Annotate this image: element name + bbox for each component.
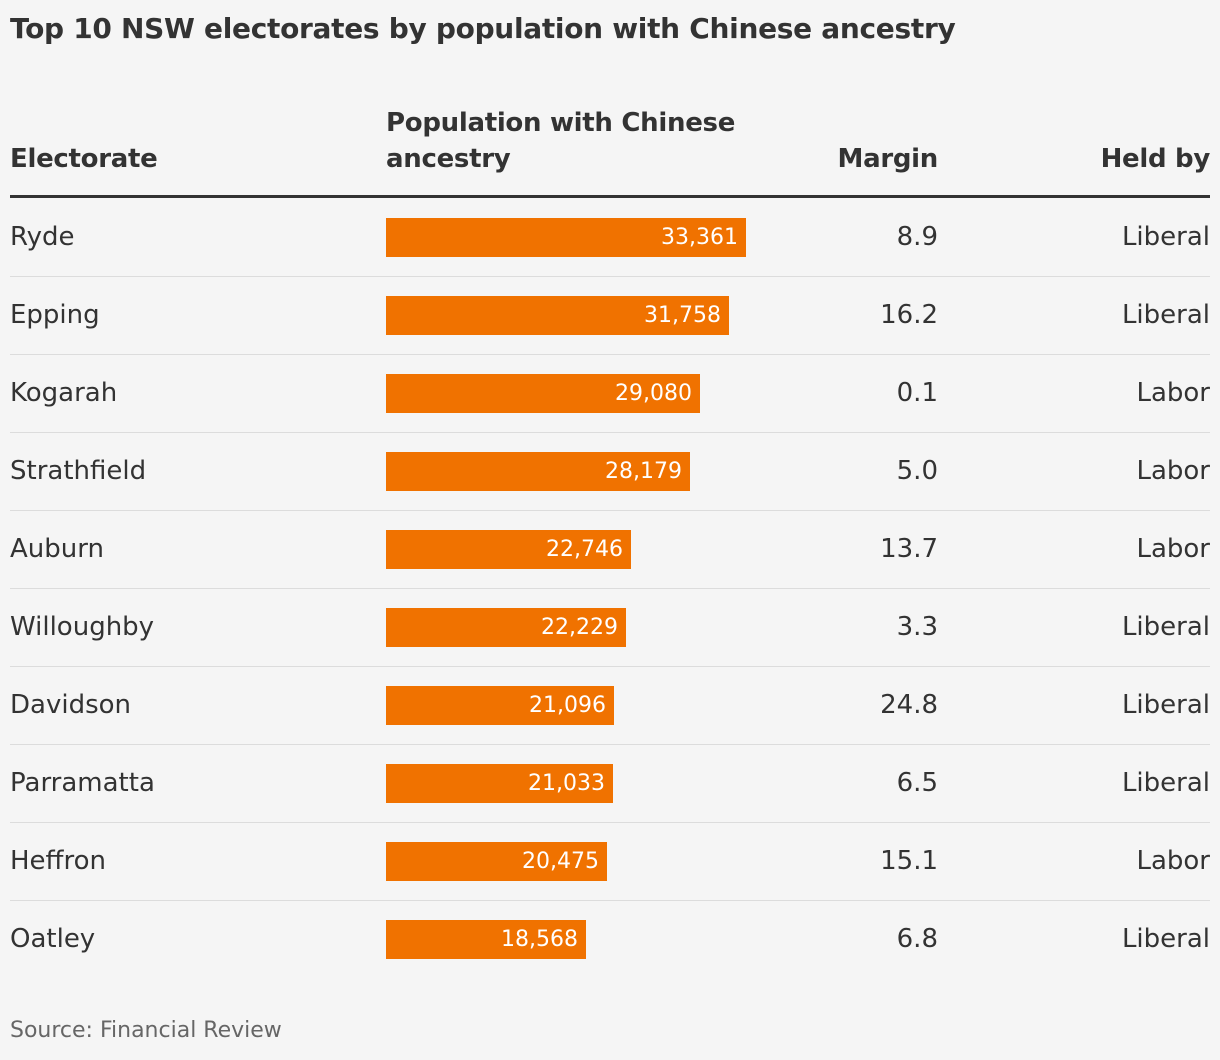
population-value: 21,096: [529, 693, 606, 718]
table-row: Epping 31,758 16.2 Liberal: [10, 277, 1210, 355]
margin-value: 24.8: [880, 690, 938, 720]
table-row: Strathfield 28,179 5.0 Labor: [10, 433, 1210, 511]
margin-value: 15.1: [880, 846, 938, 876]
margin-value: 13.7: [880, 534, 938, 564]
chart-title: Top 10 NSW electorates by population wit…: [10, 12, 956, 45]
population-value: 22,229: [541, 615, 618, 640]
electorate-name: Parramatta: [10, 768, 155, 798]
table-row: Davidson 21,096 24.8 Liberal: [10, 667, 1210, 745]
electorate-name: Willoughby: [10, 612, 155, 642]
margin-value: 3.3: [896, 612, 938, 642]
table-body: Ryde 33,361 8.9 Liberal Epping 31,758 16…: [10, 199, 1210, 978]
header-rule: [10, 195, 1210, 198]
population-value: 20,475: [522, 849, 599, 874]
table-row: Auburn 22,746 13.7 Labor: [10, 511, 1210, 589]
margin-value: 0.1: [896, 378, 938, 408]
held-by-value: Liberal: [1121, 222, 1210, 252]
table-row: Willoughby 22,229 3.3 Liberal: [10, 589, 1210, 667]
electorate-name: Ryde: [10, 222, 75, 252]
margin-value: 8.9: [896, 222, 938, 252]
electorate-name: Kogarah: [10, 378, 118, 408]
population-value: 21,033: [528, 771, 605, 796]
population-bar: 20,475: [386, 842, 607, 881]
electorate-name: Davidson: [10, 690, 131, 720]
population-value: 31,758: [644, 303, 721, 328]
electorate-name: Epping: [10, 300, 100, 330]
population-bar: 18,568: [386, 920, 586, 959]
population-bar: 21,096: [386, 686, 614, 725]
margin-value: 16.2: [880, 300, 938, 330]
held-by-value: Labor: [1136, 846, 1210, 876]
held-by-value: Liberal: [1121, 300, 1210, 330]
population-value: 28,179: [605, 459, 682, 484]
electorate-name: Oatley: [10, 924, 96, 954]
held-by-value: Labor: [1136, 456, 1210, 486]
population-value: 18,568: [501, 927, 578, 952]
population-bar: 33,361: [386, 218, 746, 257]
header-margin: Margin: [837, 144, 939, 174]
held-by-value: Labor: [1136, 534, 1210, 564]
margin-value: 6.5: [896, 768, 938, 798]
margin-value: 5.0: [896, 456, 938, 486]
population-value: 22,746: [546, 537, 623, 562]
held-by-value: Labor: [1136, 378, 1210, 408]
population-bar: 31,758: [386, 296, 729, 335]
population-value: 29,080: [615, 381, 692, 406]
population-bar: 29,080: [386, 374, 700, 413]
held-by-value: Liberal: [1121, 690, 1210, 720]
margin-value: 6.8: [896, 924, 938, 954]
population-value: 33,361: [661, 225, 738, 250]
held-by-value: Liberal: [1121, 924, 1210, 954]
header-population: Population with Chinese ancestry: [386, 108, 736, 174]
population-bar: 22,229: [386, 608, 626, 647]
electorate-name: Heffron: [10, 846, 106, 876]
table-row: Ryde 33,361 8.9 Liberal: [10, 199, 1210, 277]
table-row: Kogarah 29,080 0.1 Labor: [10, 355, 1210, 433]
electorate-name: Strathfield: [10, 456, 147, 486]
header-electorate: Electorate: [10, 144, 158, 174]
electorate-name: Auburn: [10, 534, 104, 564]
table-header: Electorate Population with Chinese ances…: [10, 105, 1210, 195]
header-held-by: Held by: [1100, 144, 1211, 174]
table-row: Oatley 18,568 6.8 Liberal: [10, 901, 1210, 978]
table-row: Heffron 20,475 15.1 Labor: [10, 823, 1210, 901]
held-by-value: Liberal: [1121, 768, 1210, 798]
source-note: Source: Financial Review: [10, 1018, 282, 1043]
population-bar: 21,033: [386, 764, 613, 803]
held-by-value: Liberal: [1121, 612, 1210, 642]
population-bar: 22,746: [386, 530, 631, 569]
population-bar: 28,179: [386, 452, 690, 491]
table-row: Parramatta 21,033 6.5 Liberal: [10, 745, 1210, 823]
